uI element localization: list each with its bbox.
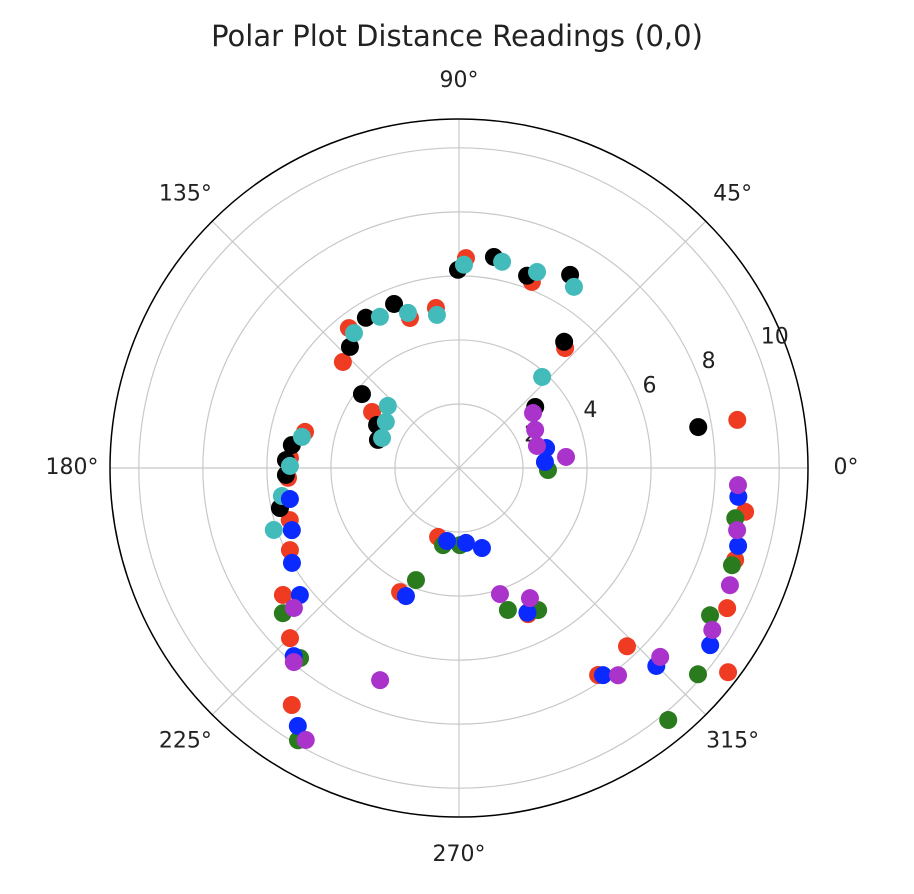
point — [557, 447, 576, 466]
theta-tick-label: 45° — [713, 181, 752, 206]
point — [472, 539, 491, 558]
point — [617, 637, 636, 656]
point — [454, 255, 473, 274]
point — [333, 352, 352, 371]
point — [282, 553, 301, 572]
theta-tick-label: 135° — [159, 181, 212, 206]
point — [609, 666, 628, 685]
point — [524, 404, 543, 423]
point — [376, 412, 395, 431]
theta-tick-label: 270° — [433, 842, 486, 867]
point — [396, 587, 415, 606]
point — [356, 308, 375, 327]
point — [719, 663, 738, 682]
point — [427, 305, 446, 324]
point — [284, 653, 303, 672]
theta-tick-label: 180° — [46, 455, 99, 480]
point — [729, 536, 748, 555]
r-tick-label: 10 — [761, 324, 789, 349]
point — [564, 277, 583, 296]
point — [264, 520, 283, 539]
point — [722, 556, 741, 575]
point — [528, 262, 547, 281]
point — [728, 521, 747, 540]
point — [282, 696, 301, 715]
point — [371, 671, 390, 690]
point — [493, 252, 512, 271]
theta-tick-label: 225° — [159, 729, 212, 754]
point — [281, 629, 300, 648]
point — [527, 436, 546, 455]
point — [456, 533, 475, 552]
point — [296, 730, 315, 749]
point — [728, 476, 747, 495]
point — [280, 456, 299, 475]
point — [518, 603, 537, 622]
theta-grid-line — [458, 467, 707, 716]
point — [284, 598, 303, 617]
point — [526, 420, 545, 439]
point — [280, 490, 299, 509]
point — [689, 418, 708, 437]
theta-tick-label: 315° — [706, 729, 759, 754]
point — [378, 396, 397, 415]
point — [490, 585, 509, 604]
point — [718, 599, 737, 618]
point — [438, 531, 457, 550]
point — [533, 367, 552, 386]
point — [398, 303, 417, 322]
point — [385, 294, 404, 313]
chart-title: Polar Plot Distance Readings (0,0) — [211, 19, 703, 53]
r-tick-label: 6 — [642, 373, 656, 398]
point — [373, 428, 392, 447]
point — [288, 716, 307, 735]
point — [659, 711, 678, 730]
r-tick-label: 8 — [702, 349, 716, 374]
point — [406, 571, 425, 590]
theta-tick-label: 90° — [440, 68, 479, 93]
point — [352, 385, 371, 404]
point — [520, 589, 539, 608]
point — [340, 337, 359, 356]
point — [498, 600, 517, 619]
point — [703, 620, 722, 639]
point — [292, 427, 311, 446]
point — [282, 521, 301, 540]
point — [555, 332, 574, 351]
point — [273, 585, 292, 604]
point — [651, 647, 670, 666]
r-tick-label: 4 — [583, 398, 597, 423]
point — [344, 324, 363, 343]
point — [701, 636, 720, 655]
point — [728, 410, 747, 429]
theta-grid-line — [211, 220, 460, 469]
point — [701, 606, 720, 625]
point — [535, 452, 554, 471]
theta-grid-line — [458, 220, 707, 469]
point — [370, 307, 389, 326]
point — [593, 666, 612, 685]
point — [688, 665, 707, 684]
polar-frame — [109, 118, 809, 818]
theta-tick-label: 0° — [834, 455, 859, 480]
theta-grid-line — [211, 467, 460, 716]
point — [720, 576, 739, 595]
